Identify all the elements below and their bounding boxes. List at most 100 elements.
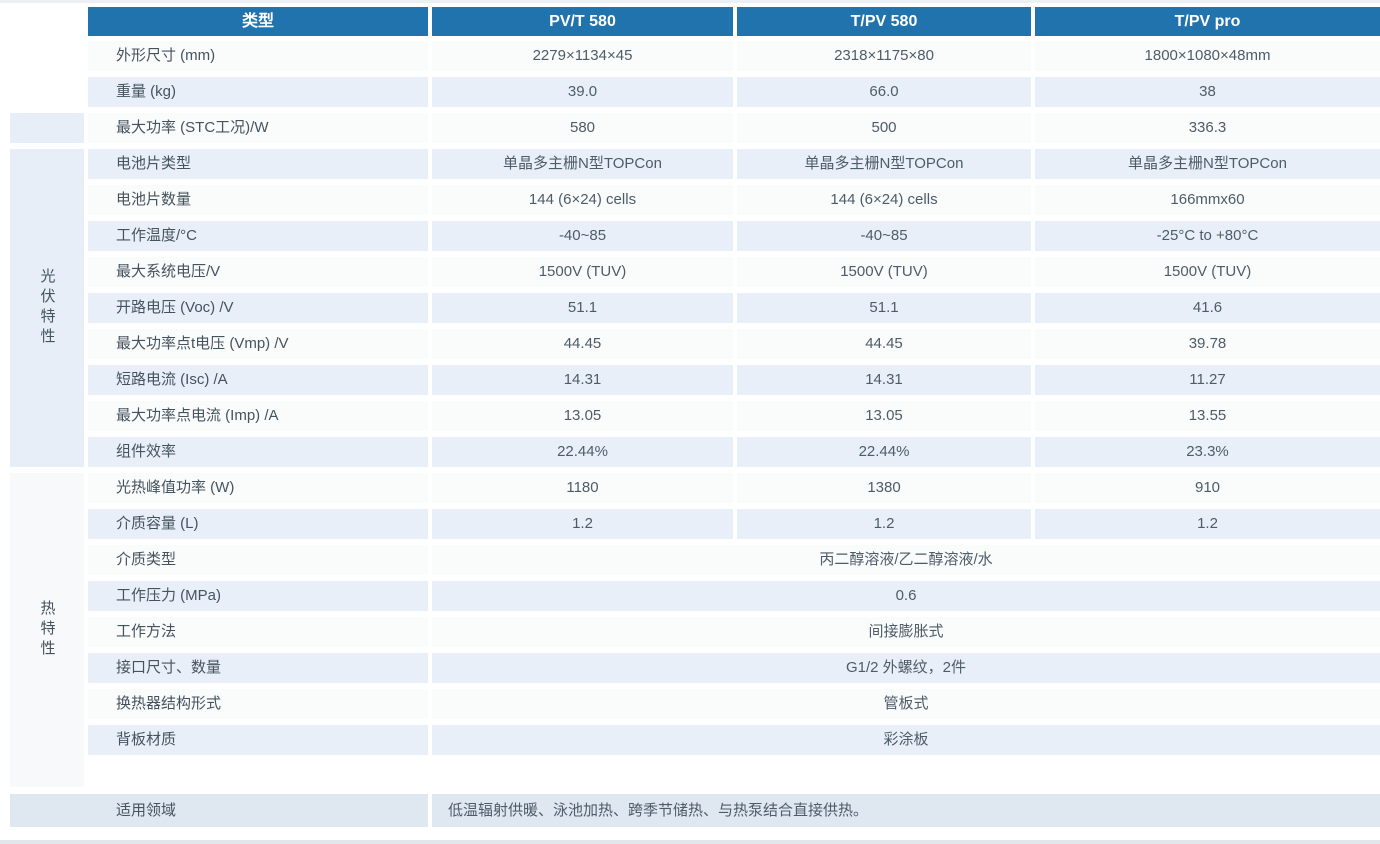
cell-tpvpro: 1500V (TUV)	[1035, 257, 1380, 287]
cell-pvt580: 单晶多主栅N型TOPCon	[432, 149, 733, 179]
table-row: 最大系统电压/V 1500V (TUV) 1500V (TUV) 1500V (…	[0, 257, 1380, 287]
cell-tpvpro: 910	[1035, 473, 1380, 503]
row-label: 重量 (kg)	[88, 77, 428, 107]
cell-merged-value: 丙二醇溶液/乙二醇溶液/水	[432, 545, 1380, 575]
row-label: 组件效率	[88, 437, 428, 467]
row-label: 电池片类型	[88, 149, 428, 179]
top-divider	[0, 0, 1380, 3]
table-row: 短路电流 (Isc) /A 14.31 14.31 11.27	[0, 365, 1380, 395]
row-label: 最大功率点t电压 (Vmp) /V	[88, 329, 428, 359]
table-row: 电池片类型 单晶多主栅N型TOPCon 单晶多主栅N型TOPCon 单晶多主栅N…	[0, 149, 1380, 179]
row-label: 外形尺寸 (mm)	[88, 41, 428, 71]
cell-tpvpro: 11.27	[1035, 365, 1380, 395]
table-row: 电池片数量 144 (6×24) cells 144 (6×24) cells …	[0, 185, 1380, 215]
header-col-tpv580: T/PV 580	[737, 7, 1031, 36]
row-label: 最大功率 (STC工况)/W	[88, 113, 428, 143]
cell-tpvpro: 23.3%	[1035, 437, 1380, 467]
cell-tpv580: 单晶多主栅N型TOPCon	[737, 149, 1031, 179]
cell-tpvpro: -25°C to +80°C	[1035, 221, 1380, 251]
table-row: 最大功率点t电压 (Vmp) /V 44.45 44.45 39.78	[0, 329, 1380, 359]
row-label: 介质容量 (L)	[88, 509, 428, 539]
row-label: 开路电压 (Voc) /V	[88, 293, 428, 323]
pv-group-stub	[10, 113, 84, 143]
cell-pvt580: 13.05	[432, 401, 733, 431]
thermal-group-cell: 热特性	[10, 473, 84, 787]
row-label: 光热峰值功率 (W)	[88, 473, 428, 503]
application-row: 适用领域 低温辐射供暖、泳池加热、跨季节储热、与热泵结合直接供热。	[0, 794, 1380, 827]
row-label: 最大系统电压/V	[88, 257, 428, 287]
pv-group-label: 光伏特性	[38, 268, 56, 348]
table-row: 介质容量 (L) 1.2 1.2 1.2	[0, 509, 1380, 539]
cell-tpvpro: 39.78	[1035, 329, 1380, 359]
row-label: 介质类型	[88, 545, 428, 575]
cell-tpv580: 14.31	[737, 365, 1031, 395]
cell-tpv580: 1500V (TUV)	[737, 257, 1031, 287]
table-row: 开路电压 (Voc) /V 51.1 51.1 41.6	[0, 293, 1380, 323]
row-label: 接口尺寸、数量	[88, 653, 428, 683]
cell-tpvpro: 1800×1080×48mm	[1035, 41, 1380, 71]
table-row: 工作压力 (MPa) 0.6	[0, 581, 1380, 611]
cell-merged-value: 0.6	[432, 581, 1380, 611]
row-label: 换热器结构形式	[88, 689, 428, 719]
cell-merged-value: 间接膨胀式	[432, 617, 1380, 647]
cell-pvt580: 44.45	[432, 329, 733, 359]
application-value: 低温辐射供暖、泳池加热、跨季节储热、与热泵结合直接供热。	[432, 794, 1380, 827]
cell-pvt580: 39.0	[432, 77, 733, 107]
cell-tpvpro: 41.6	[1035, 293, 1380, 323]
cell-tpv580: 1.2	[737, 509, 1031, 539]
thermal-group-label: 热特性	[38, 600, 56, 660]
table-row: 最大功率 (STC工况)/W 580 500 336.3	[0, 113, 1380, 143]
table-row: 介质类型 丙二醇溶液/乙二醇溶液/水	[0, 545, 1380, 575]
application-label: 适用领域	[10, 794, 428, 827]
row-label: 电池片数量	[88, 185, 428, 215]
table-row: 背板材质 彩涂板	[0, 725, 1380, 755]
cell-tpv580: 51.1	[737, 293, 1031, 323]
row-label: 最大功率点电流 (Imp) /A	[88, 401, 428, 431]
cell-pvt580: 14.31	[432, 365, 733, 395]
pv-group-cell: 光伏特性	[10, 149, 84, 467]
cell-tpv580: 66.0	[737, 77, 1031, 107]
cell-pvt580: 1500V (TUV)	[432, 257, 733, 287]
cell-tpv580: 144 (6×24) cells	[737, 185, 1031, 215]
row-label: 工作温度/°C	[88, 221, 428, 251]
cell-tpvpro: 336.3	[1035, 113, 1380, 143]
table-row: 重量 (kg) 39.0 66.0 38	[0, 77, 1380, 107]
table-row: 最大功率点电流 (Imp) /A 13.05 13.05 13.55	[0, 401, 1380, 431]
cell-tpvpro: 38	[1035, 77, 1380, 107]
row-label: 短路电流 (Isc) /A	[88, 365, 428, 395]
cell-tpv580: 2318×1175×80	[737, 41, 1031, 71]
cell-merged-value: G1/2 外螺纹，2件	[432, 653, 1380, 683]
cell-tpvpro: 1.2	[1035, 509, 1380, 539]
cell-tpv580: 1380	[737, 473, 1031, 503]
table-row: 工作方法 间接膨胀式	[0, 617, 1380, 647]
header-type: 类型	[88, 7, 428, 36]
header-col-pvt580: PV/T 580	[432, 7, 733, 36]
cell-tpvpro: 13.55	[1035, 401, 1380, 431]
cell-pvt580: 580	[432, 113, 733, 143]
cell-tpv580: -40~85	[737, 221, 1031, 251]
row-label: 工作压力 (MPa)	[88, 581, 428, 611]
table-row: 接口尺寸、数量 G1/2 外螺纹，2件	[0, 653, 1380, 683]
cell-pvt580: 51.1	[432, 293, 733, 323]
cell-pvt580: 1180	[432, 473, 733, 503]
row-label: 工作方法	[88, 617, 428, 647]
cell-tpv580: 500	[737, 113, 1031, 143]
cell-pvt580: -40~85	[432, 221, 733, 251]
bottom-divider	[0, 840, 1380, 844]
table-row: 换热器结构形式 管板式	[0, 689, 1380, 719]
cell-pvt580: 144 (6×24) cells	[432, 185, 733, 215]
row-label: 背板材质	[88, 725, 428, 755]
table-row: 外形尺寸 (mm) 2279×1134×45 2318×1175×80 1800…	[0, 41, 1380, 71]
cell-pvt580: 22.44%	[432, 437, 733, 467]
cell-merged-value: 彩涂板	[432, 725, 1380, 755]
cell-pvt580: 1.2	[432, 509, 733, 539]
cell-tpvpro: 单晶多主栅N型TOPCon	[1035, 149, 1380, 179]
cell-tpvpro: 166mmx60	[1035, 185, 1380, 215]
table-row: 光热峰值功率 (W) 1180 1380 910	[0, 473, 1380, 503]
cell-merged-value: 管板式	[432, 689, 1380, 719]
table-row: 组件效率 22.44% 22.44% 23.3%	[0, 437, 1380, 467]
cell-tpv580: 22.44%	[737, 437, 1031, 467]
cell-tpv580: 13.05	[737, 401, 1031, 431]
header-col-tpvpro: T/PV pro	[1035, 7, 1380, 36]
table-row: 工作温度/°C -40~85 -40~85 -25°C to +80°C	[0, 221, 1380, 251]
